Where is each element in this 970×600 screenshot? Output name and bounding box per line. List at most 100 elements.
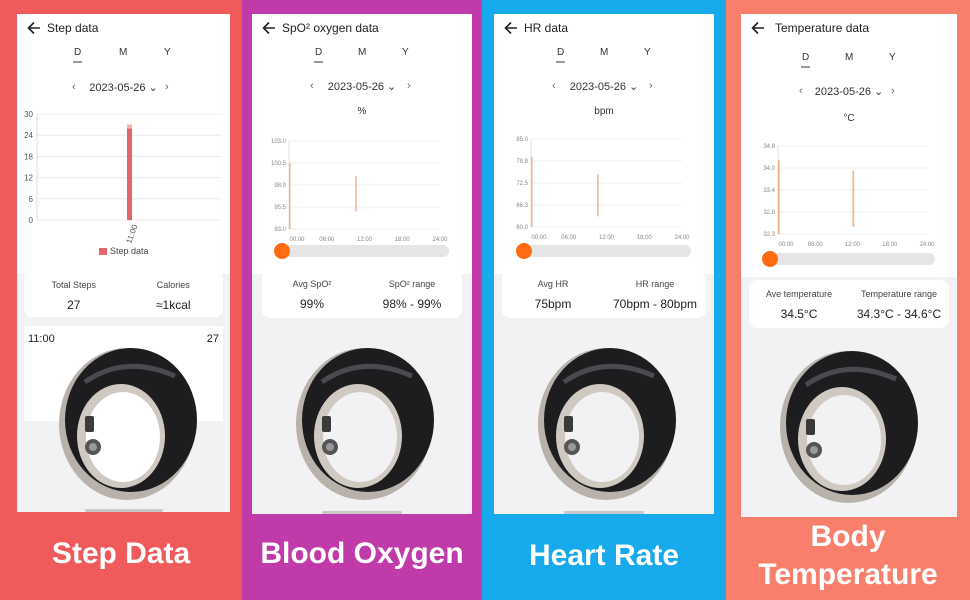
tab-year[interactable]: Y <box>164 47 171 58</box>
tab-month[interactable]: M <box>358 47 367 58</box>
back-arrow-icon[interactable] <box>25 19 43 37</box>
chevron-down-icon[interactable]: ⌄ <box>384 81 397 93</box>
time-slider[interactable] <box>276 245 449 257</box>
range-bar[interactable] <box>778 160 780 234</box>
date-label[interactable]: 2023-05-26 <box>814 86 871 98</box>
stat-label-range: HR range <box>635 279 675 289</box>
x-tick-label: 24:00 <box>432 237 448 243</box>
y-tick-label: 32.8 <box>763 210 775 216</box>
page-title: HR data <box>524 21 569 35</box>
back-arrow-icon[interactable] <box>260 19 278 37</box>
date-label[interactable]: 2023-05-26 <box>89 82 146 94</box>
x-tick-label: 18:00 <box>882 242 898 248</box>
hr-chart: 85.0 78.8 72.5 66.3 60.0 00:00 06:00 12:00 18:00… <box>494 119 714 244</box>
tab-day[interactable]: D <box>555 47 566 63</box>
next-date-icon[interactable]: › <box>891 85 895 97</box>
tab-year[interactable]: Y <box>402 47 409 58</box>
x-tick-label: 24:00 <box>674 235 690 241</box>
chevron-down-icon[interactable]: ⌄ <box>145 82 158 94</box>
stat-label-calories: Calories <box>156 280 190 290</box>
next-date-icon[interactable]: › <box>165 81 169 93</box>
stat-label-total-steps: Total Steps <box>51 280 97 290</box>
stat-label-range: Temperature range <box>860 289 938 299</box>
tab-month[interactable]: M <box>845 52 854 63</box>
hr-chart-svg: 85.0 78.8 72.5 66.3 60.000:00 06:00 12:00 18:00… <box>516 137 690 241</box>
y-tick-label: 85.0 <box>516 137 528 143</box>
time-slider-handle[interactable] <box>762 251 778 267</box>
y-tick-label: 60.0 <box>516 225 528 231</box>
stats-card: Ave temperature Temperature range 34.5°C… <box>749 280 949 328</box>
time-slider[interactable] <box>518 245 691 257</box>
app-bar: Step data D M Y ‹ 2023-05-26 ⌄ › 30 24 18 1… <box>17 14 230 274</box>
chevron-down-icon[interactable]: ⌄ <box>871 86 884 98</box>
tab-day[interactable]: D <box>313 47 324 63</box>
app-bar: SpO² oxygen data D M Y ‹ 2023-05-26 ⌄ › … <box>252 14 472 274</box>
smart-ring-image <box>780 351 918 503</box>
next-date-icon[interactable]: › <box>649 80 653 92</box>
tab-month[interactable]: M <box>119 47 128 58</box>
tab-day[interactable]: D <box>800 52 811 68</box>
y-tick-label: 32.3 <box>763 232 775 238</box>
stat-value-total-steps: 27 <box>67 298 81 312</box>
detail-time: 11:00 <box>28 333 55 345</box>
next-date-icon[interactable]: › <box>407 80 411 92</box>
y-tick-label: 95.5 <box>274 205 286 211</box>
back-arrow-icon[interactable] <box>749 19 767 37</box>
step-chart: 30 24 18 12 6 0 11:00 <box>17 104 230 245</box>
stats-card: Avg HR HR range 75bpm 70bpm - 80bpm <box>502 270 706 318</box>
chart-legend: Step data <box>99 246 149 256</box>
range-bar[interactable] <box>597 174 599 217</box>
range-bar[interactable] <box>531 156 533 227</box>
home-indicator <box>85 509 163 512</box>
prev-date-icon[interactable]: ‹ <box>72 81 76 93</box>
time-slider-handle[interactable] <box>274 243 290 259</box>
page-title: Step data <box>47 21 99 35</box>
tab-year[interactable]: Y <box>889 52 896 63</box>
y-tick-label: 34.8 <box>763 144 775 150</box>
prev-date-icon[interactable]: ‹ <box>552 80 556 92</box>
y-tick-label: 78.8 <box>516 159 528 165</box>
stat-value-range: 98% - 99% <box>382 297 442 311</box>
unit-label: bpm <box>594 106 614 117</box>
tab-day[interactable]: D <box>72 47 83 63</box>
stat-value-avg: 99% <box>299 297 325 311</box>
y-tick-label: 18 <box>24 152 33 161</box>
spo2-chart: 103.0 100.5 98.0 95.5 93.0 00:00 06:00 12:00 18:… <box>252 119 472 244</box>
chevron-down-icon[interactable]: ⌄ <box>626 81 639 93</box>
range-bar[interactable] <box>289 163 291 229</box>
date-selector: ‹ 2023-05-26 ⌄ › <box>494 80 714 93</box>
home-indicator <box>322 511 402 514</box>
y-tick-label: 24 <box>24 131 33 140</box>
time-slider[interactable] <box>765 253 935 265</box>
stat-value-calories: ≈1kcal <box>155 298 191 312</box>
stats-card: Total Steps Calories 27 ≈1kcal <box>24 271 223 317</box>
bar[interactable] <box>127 124 132 220</box>
back-arrow-icon[interactable] <box>502 19 520 37</box>
prev-date-icon[interactable]: ‹ <box>799 85 803 97</box>
tab-year[interactable]: Y <box>644 47 651 58</box>
date-selector: ‹ 2023-05-26 ⌄ › <box>741 85 957 98</box>
smart-ring-image <box>538 348 676 500</box>
prev-date-icon[interactable]: ‹ <box>310 80 314 92</box>
x-tick-label: 00:00 <box>289 237 305 243</box>
stats-card: Avg SpO² SpO² range 99% 98% - 99% <box>262 270 462 318</box>
range-bar[interactable] <box>355 176 357 212</box>
y-tick-label: 98.0 <box>274 183 286 189</box>
x-tick-label: 06:00 <box>808 242 824 248</box>
tab-month[interactable]: M <box>600 47 609 58</box>
time-slider-handle[interactable] <box>516 243 532 259</box>
temperature-chart-svg: 34.8 34.0 33.4 32.8 32.300:00 06:00 12:00 18:00… <box>763 144 935 248</box>
date-label[interactable]: 2023-05-26 <box>327 81 384 93</box>
y-tick-label: 33.4 <box>763 188 775 194</box>
stat-label-avg: Avg SpO² <box>292 279 332 289</box>
legend-label: Step data <box>110 246 149 256</box>
y-tick-label: 100.5 <box>271 161 287 167</box>
x-tick-label: 12:00 <box>845 242 861 248</box>
range-bar[interactable] <box>852 170 855 227</box>
stat-label-avg: Ave temperature <box>765 289 833 299</box>
x-tick-label: 06:00 <box>561 235 577 241</box>
bar-cap <box>127 124 132 129</box>
app-bar: Temperature data D M Y ‹ 2023-05-26 ⌄ › … <box>741 14 957 277</box>
x-tick-label: 12:00 <box>599 235 615 241</box>
date-label[interactable]: 2023-05-26 <box>569 81 626 93</box>
